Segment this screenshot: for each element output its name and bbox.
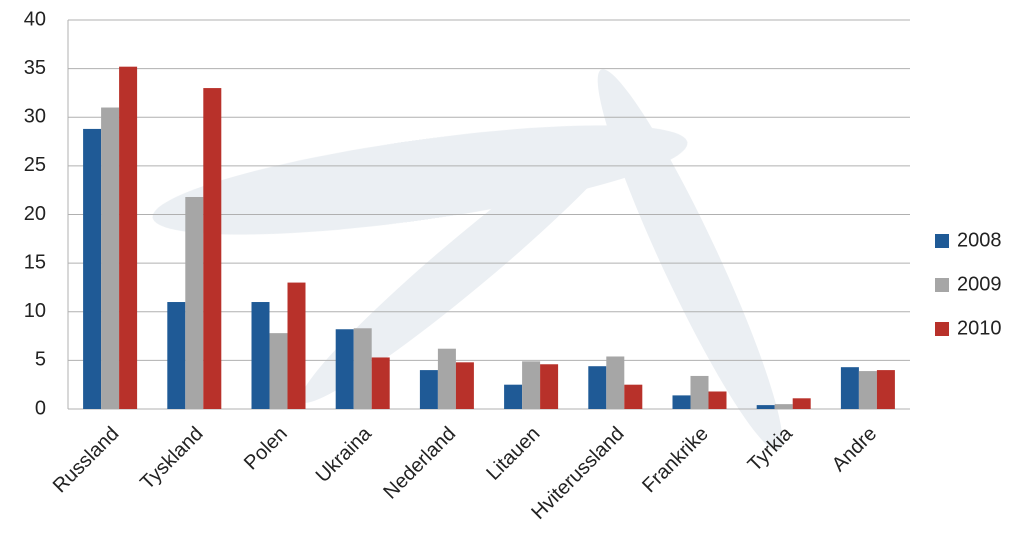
y-tick-label: 15	[24, 251, 46, 273]
x-tick-label: Polen	[240, 423, 292, 475]
y-tick-label: 10	[24, 300, 46, 322]
bar	[335, 329, 354, 409]
legend-label: 2008	[957, 229, 1002, 251]
bar	[774, 404, 793, 409]
bar	[83, 128, 102, 410]
y-tick-label: 5	[35, 349, 46, 371]
x-tick-label: Russland	[49, 423, 124, 498]
bar	[708, 391, 727, 409]
bar	[672, 395, 691, 409]
x-tick-label: Tyskland	[136, 423, 207, 494]
bar	[792, 398, 811, 409]
y-tick-label: 30	[24, 106, 46, 128]
bar	[287, 282, 306, 409]
bar	[101, 107, 120, 410]
bar	[756, 405, 775, 409]
legend-label: 2009	[957, 273, 1002, 295]
bar	[437, 348, 456, 409]
y-tick-label: 20	[24, 203, 46, 225]
legend-swatch	[935, 234, 949, 248]
background-decoration	[152, 69, 783, 451]
bar	[419, 370, 438, 409]
bar	[840, 367, 859, 409]
bar	[251, 302, 270, 409]
y-tick-label: 25	[24, 154, 46, 176]
bar	[858, 371, 877, 409]
x-tick-label: Ukraina	[312, 422, 377, 487]
bar	[167, 302, 186, 409]
bar	[185, 196, 204, 409]
bar	[522, 361, 541, 409]
y-tick-label: 35	[24, 57, 46, 79]
x-tick-label: Frankrike	[638, 423, 713, 498]
bar	[455, 362, 474, 409]
bar	[588, 366, 607, 409]
bar	[353, 328, 372, 409]
legend-swatch	[935, 278, 949, 292]
x-tick-label: Andre	[828, 423, 881, 476]
bar	[504, 384, 523, 409]
bar	[540, 364, 559, 409]
legend-swatch	[935, 322, 949, 336]
legend-label: 2010	[957, 317, 1002, 339]
bar	[624, 384, 643, 409]
bar	[203, 88, 222, 409]
bar	[876, 370, 895, 409]
y-tick-label: 40	[24, 8, 46, 30]
bar	[606, 356, 625, 409]
bar	[119, 66, 138, 410]
bar	[690, 375, 709, 409]
bar	[269, 333, 288, 409]
bar	[371, 357, 390, 409]
x-tick-label: Nederland	[379, 423, 460, 504]
x-tick-label: Litauen	[482, 423, 544, 485]
y-tick-label: 0	[35, 397, 46, 419]
